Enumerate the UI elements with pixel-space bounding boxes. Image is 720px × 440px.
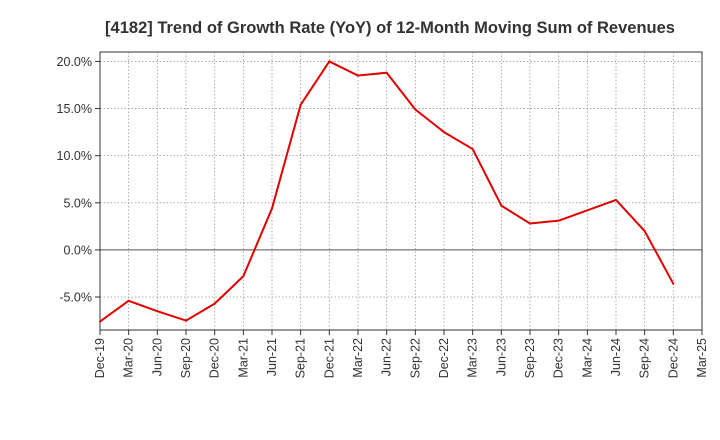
x-tick-label: Mar-22	[351, 338, 365, 378]
data-point	[414, 108, 417, 111]
data-point	[357, 74, 359, 77]
x-tick-label: Jun-23	[494, 338, 508, 376]
y-tick-label: 10.0%	[57, 149, 92, 163]
growth-rate-series-line	[99, 60, 675, 323]
data-point	[471, 148, 474, 151]
x-tick-label: Jun-22	[380, 338, 394, 376]
data-point	[672, 282, 675, 285]
x-tick-label: Mar-24	[580, 338, 594, 378]
x-tick-label: Sep-22	[408, 338, 422, 378]
x-tick-label: Sep-24	[638, 338, 652, 378]
y-tick-label: -5.0%	[59, 291, 92, 305]
y-tick-label: 15.0%	[57, 102, 92, 116]
x-tick-label: Dec-21	[322, 338, 336, 378]
series-layer	[99, 60, 675, 323]
data-point	[443, 131, 445, 134]
x-tick-label: Jun-24	[609, 338, 623, 376]
y-tick-label: 0.0%	[64, 243, 93, 257]
data-point	[299, 103, 302, 106]
axis-labels: Dec-19 Mar-20 Jun-20 Sep-20 Dec-20 Mar-21 Jun-…	[57, 55, 709, 378]
data-point	[557, 219, 560, 222]
x-tick-label: Sep-23	[523, 338, 537, 378]
x-tick-label: Jun-21	[265, 338, 279, 376]
plot-area-frame	[99, 51, 703, 331]
data-point	[529, 222, 531, 225]
x-tick-label: Sep-20	[179, 338, 193, 378]
x-tick-label: Mar-21	[236, 338, 250, 378]
x-tick-label: Jun-20	[150, 338, 164, 376]
data-point	[500, 204, 503, 207]
data-point	[127, 299, 130, 302]
data-point	[385, 71, 388, 74]
x-tick-label: Mar-25	[695, 338, 709, 378]
y-tick-label: 20.0%	[57, 55, 92, 69]
x-tick-label: Sep-21	[294, 338, 308, 378]
data-point	[99, 320, 101, 323]
x-tick-label: Dec-20	[208, 338, 222, 378]
data-point	[213, 302, 216, 305]
data-point	[328, 60, 331, 63]
x-tick-label: Dec-24	[666, 338, 680, 378]
x-tick-label: Mar-23	[466, 338, 480, 378]
data-point	[586, 209, 589, 212]
data-point	[615, 198, 617, 201]
data-point	[156, 310, 159, 313]
chart-title: [4182] Trend of Growth Rate (YoY) of 12-…	[105, 19, 675, 37]
x-tick-label: Dec-19	[93, 338, 107, 378]
y-tick-label: 5.0%	[64, 196, 93, 210]
data-point	[643, 230, 646, 233]
grid-lines	[99, 52, 703, 330]
x-tick-label: Dec-22	[437, 338, 451, 378]
x-tick-label: Dec-23	[552, 338, 566, 378]
data-point	[271, 207, 273, 210]
x-tick-label: Mar-20	[122, 338, 136, 378]
data-point	[242, 275, 245, 278]
data-point	[185, 319, 187, 322]
